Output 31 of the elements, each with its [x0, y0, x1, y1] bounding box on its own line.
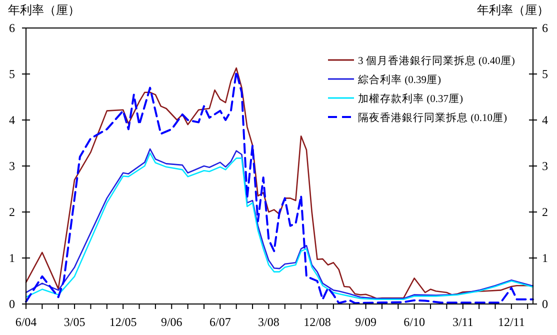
legend-label: 3 個月香港銀行同業拆息 (0.40厘): [358, 54, 516, 67]
y-tick-label: 6: [9, 21, 15, 35]
legend-label: 加權存款利率 (0.37厘): [358, 92, 464, 105]
y-tick-label: 5: [9, 67, 15, 81]
x-tick-label: 9/06: [160, 315, 182, 329]
x-tick-label: 6/04: [15, 315, 37, 329]
y-tick-label: 4: [9, 113, 15, 127]
legend-label: 隔夜香港銀行同業拆息 (0.10厘): [358, 111, 508, 124]
y-tick-label: 2: [9, 205, 15, 219]
legend-label: 綜合利率 (0.39厘): [357, 73, 442, 86]
y2-tick-label: 6: [542, 21, 548, 35]
y-tick-label: 3: [9, 159, 15, 173]
y2-tick-label: 3: [542, 159, 548, 173]
y2-axis-title: 年利率（厘）: [477, 3, 549, 17]
x-tick-label: 6/07: [210, 315, 231, 329]
y2-tick-label: 2: [542, 205, 548, 219]
x-tick-label: 3/11: [452, 315, 474, 329]
y-axis-title: 年利率（厘）: [8, 3, 80, 17]
x-tick-label: 12/05: [109, 315, 137, 329]
y-tick-label: 0: [9, 297, 15, 311]
x-tick-label: 6/10: [404, 315, 426, 329]
x-tick-label: 3/08: [258, 315, 280, 329]
y-tick-label: 1: [9, 251, 15, 265]
x-tick-label: 12/08: [304, 315, 331, 329]
y2-tick-label: 0: [542, 297, 548, 311]
y2-tick-label: 5: [542, 67, 548, 81]
x-tick-label: 3/05: [64, 315, 86, 329]
x-tick-label: 9/09: [355, 315, 376, 329]
x-tick-label: 12/11: [498, 315, 525, 329]
y2-tick-label: 4: [542, 113, 548, 127]
y2-tick-label: 1: [542, 251, 548, 265]
